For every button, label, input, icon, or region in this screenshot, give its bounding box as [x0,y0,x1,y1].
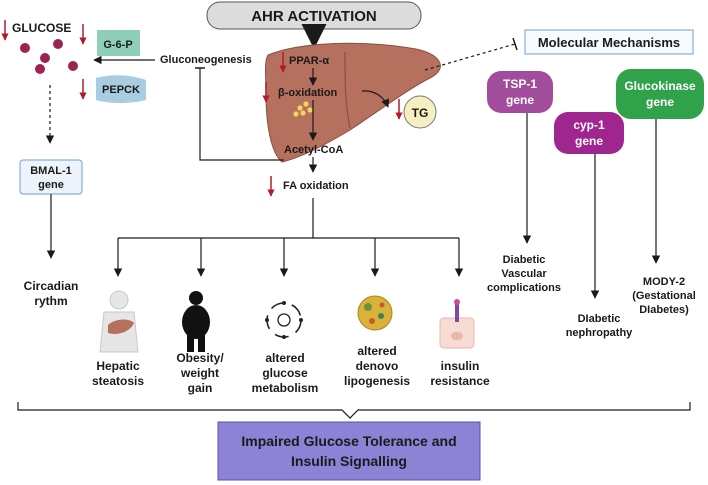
denovo-label: altered [357,344,396,358]
diabetic-vascular-label: complications [487,282,561,294]
molecular-title: Molecular Mechanisms [538,35,680,50]
footer-title: Insulin Signalling [291,453,407,469]
pepck-enzyme [96,75,146,103]
tg-circle [403,95,437,129]
circadian-label: rythm [34,294,67,308]
g6p-enzyme [97,30,140,56]
diabetic-vascular-label: Diabetic [503,254,546,266]
glucokinase-label: gene [646,95,674,109]
glucose-metabolism-label: glucose [262,366,308,380]
hepatic-label: Hepatic [96,359,140,373]
glucose-metabolism-label: metabolism [252,381,319,395]
liver-pathway: PPAR-α β-oxidation Acetyl-CoA FA oxidati… [262,52,390,197]
outcome-branches [113,198,464,277]
circadian-label: Circadian [24,279,79,293]
header-title: AHR ACTIVATION [251,8,377,25]
obesity-icon [182,291,210,352]
bmal-label: BMAL-1 [30,165,72,177]
footer: Impaired Glucose Tolerance and Insulin S… [217,421,481,481]
glucokinase-box [616,69,704,119]
insulin-label: resistance [430,374,490,388]
mody-label: (Gestational [632,290,696,302]
glucose-molecule [53,39,63,49]
glucose-label: GLUCOSE [12,21,71,35]
gluconeogenesis-section: Gluconeogenesis GLUCOSE G-6-P PEPCK BMAL… [1,20,284,308]
insulin-label: insulin [441,359,480,373]
pepck-label: PEPCK [102,84,140,96]
gluconeogenesis-label: Gluconeogenesis [160,54,252,66]
lipid-cell-icon [357,295,393,331]
beta-oxidation-label: β-oxidation [278,87,338,99]
metabolism-cycle-icon [265,301,303,339]
obesity-label: gain [188,381,213,395]
fa-oxidation-label: FA oxidation [283,180,349,192]
tsp1-label: TSP-1 [503,77,537,91]
footer-title: Impaired Glucose Tolerance and [241,433,456,449]
cyp1-label: gene [575,134,603,148]
obesity-label: weight [180,366,219,380]
ppar-label: PPAR-α [289,55,329,67]
glucose-molecule [20,43,30,53]
mody-label: DIabetes) [639,304,689,316]
cyp1-box [554,112,624,154]
insulin-receptor-icon [439,299,475,349]
glucokinase-label: Glucokinase [624,79,696,93]
glucose-molecule [40,53,50,63]
footer-box [217,421,481,481]
tsp1-label: gene [506,93,534,107]
tg-label: TG [412,106,429,120]
diabetic-nephropathy-label: DIabetic [578,313,621,325]
mody-label: MODY-2 [643,276,685,288]
acetyl-coa-label: Acetyl-CoA [284,144,343,156]
denovo-label: denovo [356,359,399,373]
liver-lobe-line [344,51,351,129]
diabetic-vascular-label: Vascular [501,268,547,280]
obesity-label: Obesity/ [176,351,224,365]
denovo-label: lipogenesis [344,374,410,388]
molecular-title-box [524,29,694,55]
glucose-metabolism-label: altered [265,351,304,365]
cyp1-label: cyp-1 [573,118,605,132]
g6p-label: G-6-P [103,39,132,51]
diabetic-nephropathy-label: nephropathy [566,327,633,339]
glucose-molecule [68,61,78,71]
glucose-molecule [35,64,45,74]
bmal-label: gene [38,179,64,191]
hepatic-label: steatosis [92,374,144,388]
summary-bracket [17,402,691,419]
body-liver-icon [99,290,139,353]
molecular-mechanisms: Molecular Mechanisms TSP-1 gene cyp-1 ge… [424,29,704,339]
header: AHR ACTIVATION [206,1,422,49]
tg-node: TG [395,95,437,129]
tsp1-box [487,71,553,113]
outcome-labels: Hepatic steatosis Obesity/ weight gain a… [92,344,490,395]
